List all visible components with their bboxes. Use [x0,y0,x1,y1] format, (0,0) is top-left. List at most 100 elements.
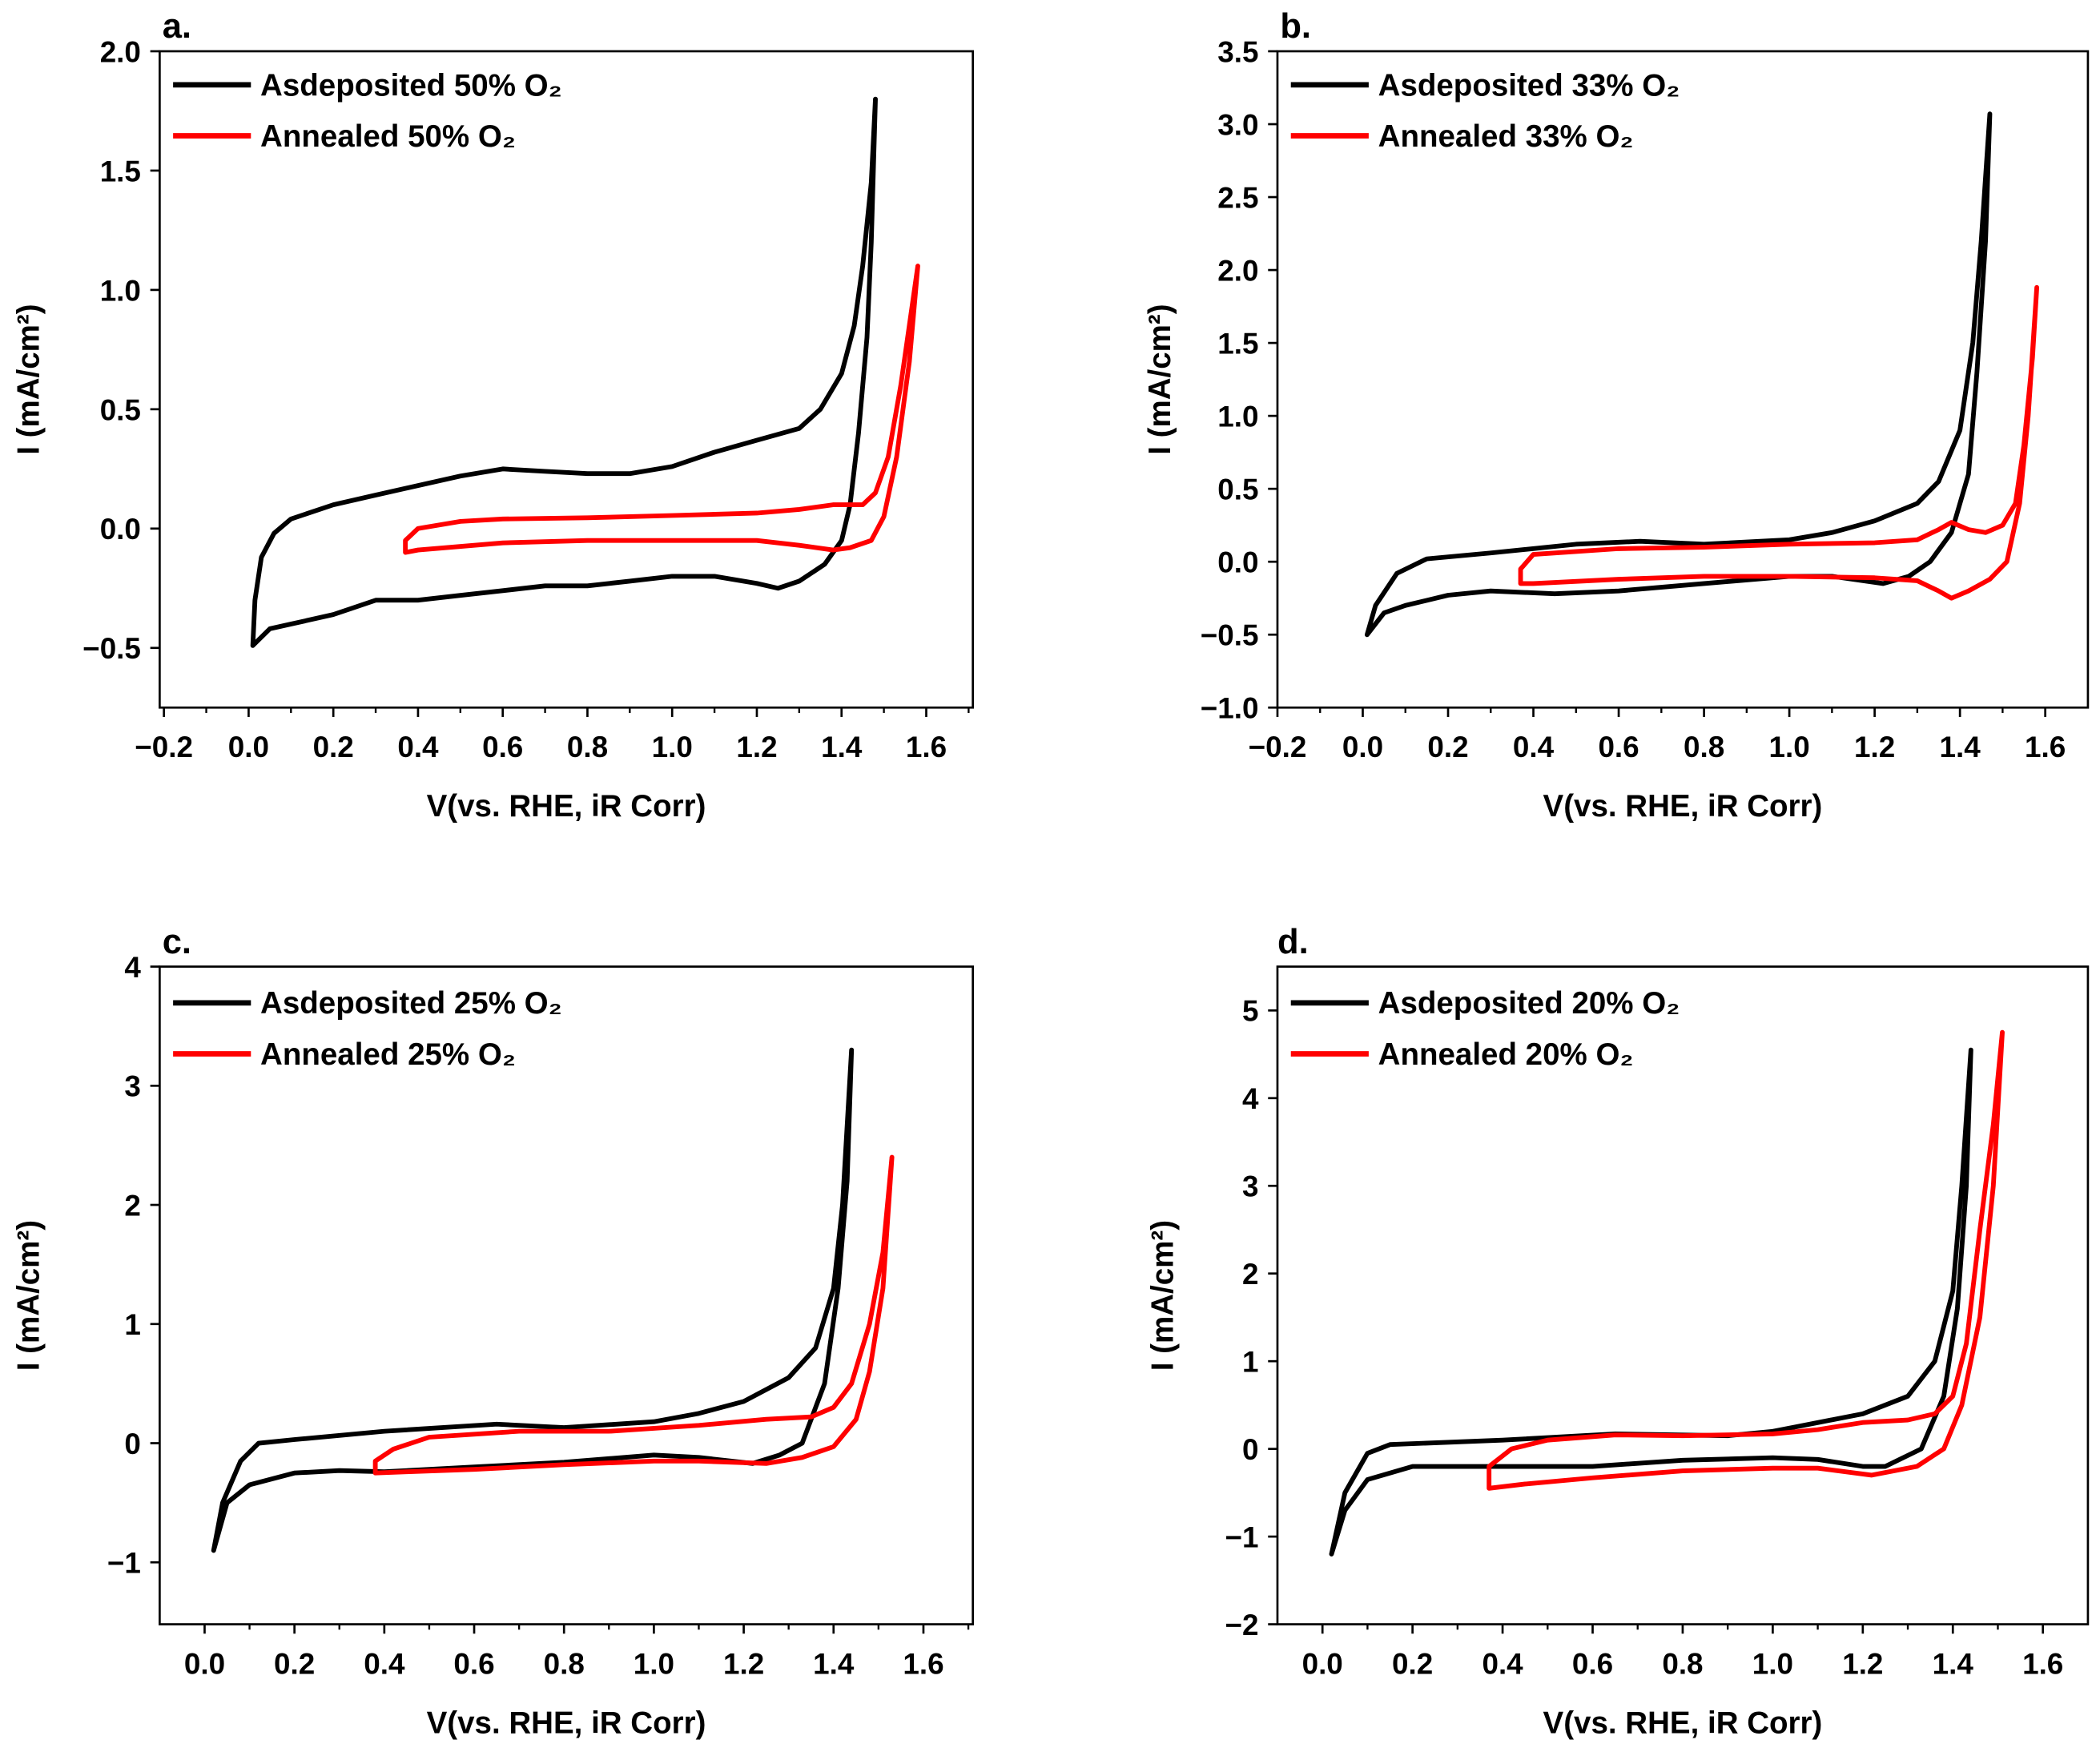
y-tick-label: −0.5 [82,632,141,665]
y-tick-label: 2.5 [1217,181,1258,214]
panel-label: c. [163,923,191,961]
y-tick-label: 4 [124,951,141,984]
y-tick-label: 0.0 [100,513,141,546]
x-tick-label: 0.6 [453,1648,494,1681]
x-tick-label: 0.8 [567,731,608,763]
x-tick-label: 0.0 [184,1648,225,1681]
y-tick-label: −1.0 [1201,692,1259,725]
x-tick-label: 0.2 [313,731,354,763]
y-tick-label: 1.5 [100,155,141,187]
plot-frame [1276,50,2090,709]
panel-label: d. [1277,923,1309,961]
x-tick-label: 0.8 [1662,1648,1703,1681]
y-tick-label: 0 [1242,1433,1259,1466]
y-tick-label: −1 [1225,1520,1259,1553]
x-tick-label: −0.2 [1249,731,1307,763]
y-tick-label: 0.0 [1217,546,1258,579]
x-tick-label: 0.4 [397,731,439,763]
x-tick-label: 1.0 [1768,731,1809,763]
series-line-annealed [1486,1029,2005,1491]
y-tick-label: 1.0 [100,274,141,307]
x-tick-label: 1.4 [821,731,863,763]
legend-label-annealed: Annealed 25% O₂ [260,1037,516,1072]
x-tick-label: 0.0 [1342,731,1383,763]
y-tick-label: 0.5 [1217,473,1258,506]
legend-label-asdeposited: Asdeposited 33% O₂ [1378,68,1680,103]
y-tick-label: 2 [124,1189,141,1222]
y-tick-label: 5 [1242,995,1259,1028]
series-line-annealed [1518,284,2040,601]
x-tick-label: 0.6 [1572,1648,1613,1681]
x-tick-label: 0.2 [1392,1648,1433,1681]
y-tick-label: 2.0 [1217,254,1258,287]
x-tick-label: 1.6 [903,1648,943,1681]
y-tick-label: 3.0 [1217,108,1258,141]
legend-label-annealed: Annealed 33% O₂ [1378,119,1634,154]
y-axis-label: I (mA/cm²) [12,304,46,454]
legend-label-annealed: Annealed 20% O₂ [1378,1037,1634,1072]
x-tick-label: 0.8 [544,1648,585,1681]
x-axis-label: V(vs. RHE, iR Corr) [1543,1706,1823,1740]
series-line-asdeposited [1329,1047,1973,1557]
x-tick-label: −0.2 [135,731,193,763]
x-tick-label: 0.4 [1513,731,1555,763]
chart-panel-a: −0.2 0.0 0.2 0.4 0.6 0.8 1.0 1.2 1.4 1.6 −0.5 0.0 0.… [12,7,975,824]
series-line-asdeposited [211,1047,855,1553]
x-tick-label: 0.2 [274,1648,315,1681]
x-tick-label: 1.0 [1752,1648,1793,1681]
y-tick-label: 1.5 [1217,328,1258,360]
x-tick-label: 1.2 [723,1648,764,1681]
x-tick-label: 1.4 [813,1648,855,1681]
chart-panel-d: 0.0 0.2 0.4 0.6 0.8 1.0 1.2 1.4 1.6 −2 −1 0 1 2 3 4 5 V(v… [1145,923,2090,1740]
legend-label-asdeposited: Asdeposited 50% O₂ [260,68,562,103]
y-tick-label: 3 [1242,1170,1259,1203]
x-tick-label: 0.2 [1427,731,1468,763]
x-tick-label: 1.6 [2022,1648,2063,1681]
series-line-annealed [403,264,920,555]
y-tick-label: 3 [124,1070,141,1103]
y-axis-label: I (mA/cm²) [1145,1220,1180,1371]
plot-frame [159,965,975,1625]
y-tick-label: 1.0 [1217,401,1258,433]
panel-label: a. [163,7,191,46]
y-tick-label: 3.5 [1217,35,1258,68]
x-tick-label: 1.6 [906,731,947,763]
y-tick-label: 0.5 [100,393,141,426]
x-axis-label: V(vs. RHE, iR Corr) [427,1706,706,1740]
x-axis-label: V(vs. RHE, iR Corr) [427,789,706,824]
legend-label-annealed: Annealed 50% O₂ [260,119,516,154]
x-tick-label: 1.6 [2025,731,2066,763]
y-axis-label: I (mA/cm²) [12,1220,46,1371]
x-tick-label: 0.8 [1684,731,1724,763]
series-line-annealed [372,1154,895,1476]
x-tick-label: 1.0 [652,731,693,763]
panel-label: b. [1280,7,1311,46]
x-tick-label: 0.4 [1482,1648,1523,1681]
x-tick-label: 0.0 [228,731,269,763]
legend-label-asdeposited: Asdeposited 25% O₂ [260,986,562,1021]
x-tick-label: 1.2 [1842,1648,1883,1681]
y-tick-label: 4 [1242,1082,1259,1115]
x-tick-label: 1.4 [1940,731,1981,763]
y-tick-label: −1 [107,1547,141,1580]
plot-frame [159,50,975,709]
y-tick-label: 1 [124,1308,141,1341]
legend-label-asdeposited: Asdeposited 20% O₂ [1378,986,1680,1021]
x-tick-label: 0.0 [1302,1648,1343,1681]
x-tick-label: 1.0 [634,1648,674,1681]
x-tick-label: 0.4 [364,1648,405,1681]
chart-panel-c: 0.0 0.2 0.4 0.6 0.8 1.0 1.2 1.4 1.6 −1 0 1 2 3 4 V(vs. … [12,923,975,1740]
chart-panel-b: −0.2 0.0 0.2 0.4 0.6 0.8 1.0 1.2 1.4 1.6 −1.0 −0.5 0… [1143,7,2090,824]
y-tick-label: 1 [1242,1346,1259,1379]
y-tick-label: 2.0 [100,35,141,68]
y-tick-label: 0 [124,1428,141,1460]
y-tick-label: 2 [1242,1258,1259,1291]
x-tick-label: 0.6 [1598,731,1639,763]
y-axis-label: I (mA/cm²) [1143,304,1177,454]
x-axis-label: V(vs. RHE, iR Corr) [1543,789,1823,824]
y-tick-label: −0.5 [1201,619,1259,652]
x-tick-label: 1.4 [1933,1648,1974,1681]
series-line-asdeposited [250,96,878,648]
x-tick-label: 1.2 [1854,731,1895,763]
